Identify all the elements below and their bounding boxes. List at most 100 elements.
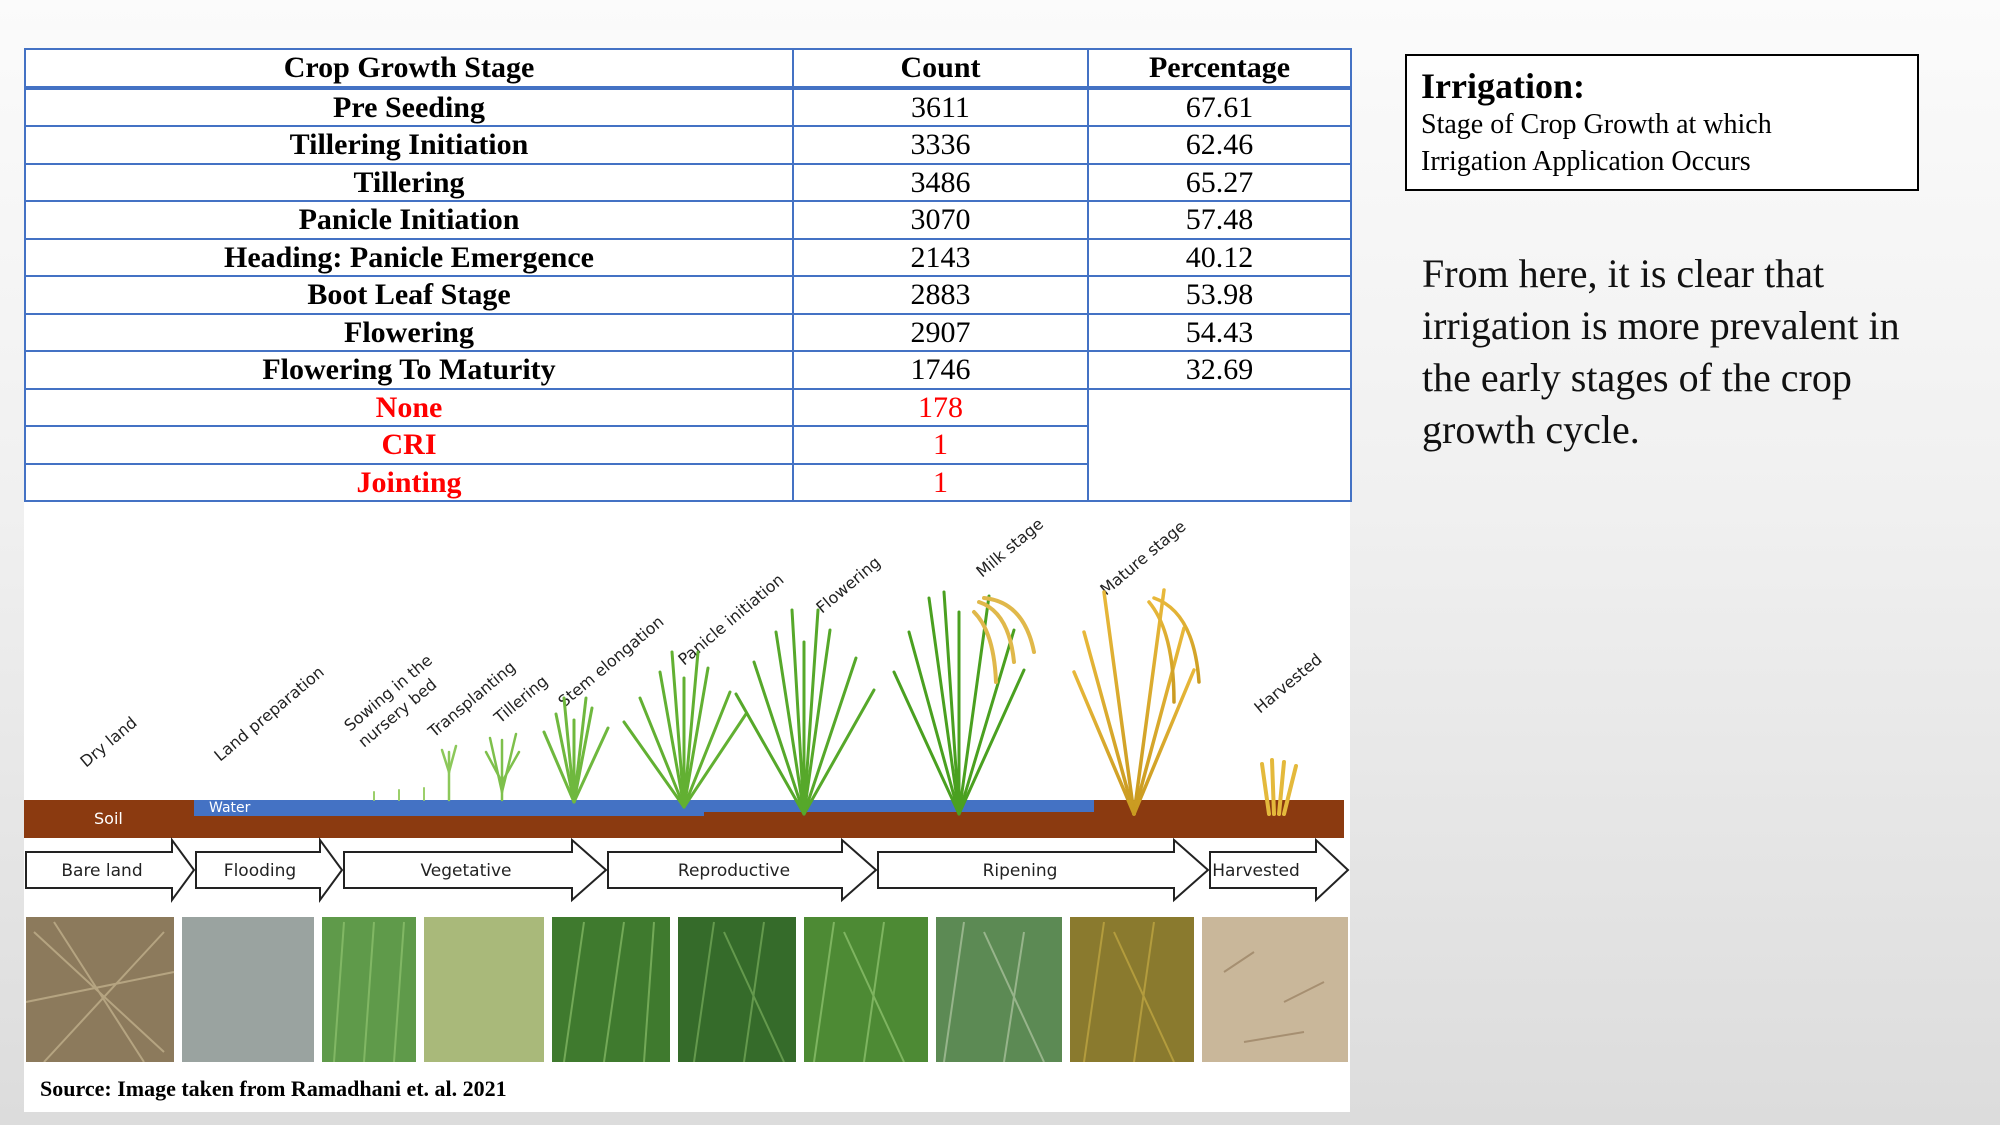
transplanted-seedling-photo [424,917,544,1062]
tillering-photo [552,917,670,1062]
phase-arrow-ripening [877,837,1210,903]
cell-stage: CRI [24,425,794,465]
cell-empty-percentage [1087,387,1352,502]
table-row: Heading: Panicle Emergence 2143 40.12 [24,237,1352,277]
cell-stage: Jointing [24,462,794,502]
phase-label-flooding: Flooding [224,861,296,881]
stage-label-mature-stage: Mature stage [1096,517,1189,599]
phase-label-vegetative: Vegetative [420,861,511,881]
cell-count: 3611 [792,86,1089,127]
phase-arrows [25,836,1350,904]
irrigation-subtitle: Stage of Crop Growth at which Irrigation… [1421,106,1903,180]
photo-strip [25,917,1348,1062]
table-row: Flowering 2907 54.43 [24,312,1352,352]
cell-stage: None [24,387,794,427]
flowering-photo [936,917,1062,1062]
phase-label-harvested: Harvested [1212,861,1299,881]
cell-stage: Panicle Initiation [24,200,794,240]
table-row-extra: None 178 [24,387,1352,502]
stem-elongation-photo [678,917,796,1062]
table-row: Pre Seeding 3611 67.61 [24,86,1352,127]
cell-percentage: 53.98 [1087,275,1352,315]
cell-count: 1746 [792,350,1089,390]
stage-label-flowering: Flowering [812,553,884,617]
rice-growth-figure: Dry land Land preparation Sowing in the … [24,502,1350,1112]
irrigation-subtitle-line-1: Stage of Crop Growth at which [1421,109,1772,140]
table-row-extra: CRI 1 [24,425,1351,465]
table-row: Tillering Initiation 3336 62.46 [24,125,1352,165]
cell-count: 3336 [792,125,1089,165]
stage-label-harvested: Harvested [1250,650,1325,717]
stage-label-dry-land: Dry land [76,713,140,771]
growth-diagram: Dry land Land preparation Sowing in the … [24,514,1350,1062]
cell-count: 178 [792,387,1089,427]
cell-stage: Flowering To Maturity [24,350,794,390]
cell-percentage: 32.69 [1087,350,1352,390]
plant-drawings [373,588,1298,816]
phase-label-ripening: Ripening [983,861,1058,881]
transplant-plant [440,744,458,802]
table-row: Flowering To Maturity 1746 32.69 [24,350,1352,390]
cell-stage: Pre Seeding [24,86,794,127]
cell-percentage: 57.48 [1087,200,1352,240]
milk-stage-plant [892,590,1026,816]
panicle-initiation-photo [804,917,928,1062]
table-header-row: Crop Growth Stage Count Percentage [24,48,1352,90]
seedling-small [373,787,425,801]
crop-growth-table: Crop Growth Stage Count Percentage Pre S… [24,48,1352,502]
mature-photo [1070,917,1194,1062]
water-label: Water [209,800,251,816]
cell-count: 1 [792,425,1089,465]
phase-label-bare-land: Bare land [61,861,142,881]
tillering-plant [484,732,521,802]
source-caption: Source: Image taken from Ramadhani et. a… [40,1076,507,1101]
phase-arrow-harvested [1209,837,1350,903]
cell-stage: Boot Leaf Stage [24,275,794,315]
cell-stage: Heading: Panicle Emergence [24,237,794,277]
flooded-field-photo [182,917,314,1062]
cell-count: 2883 [792,275,1089,315]
phase-arrow-bare-land [25,836,196,904]
soil-label: Soil [94,809,123,828]
irrigation-box: Irrigation: Stage of Crop Growth at whic… [1405,54,1919,191]
table-row: Tillering 3486 65.27 [24,162,1352,202]
stage-labels: Dry land Land preparation Sowing in the … [76,514,1325,771]
harvested-stubble-photo [1202,917,1348,1062]
cell-percentage: 40.12 [1087,237,1352,277]
stage-label-milk-stage: Milk stage [972,514,1047,581]
phase-label-reproductive: Reproductive [678,861,790,881]
irrigation-title: Irrigation: [1421,66,1585,106]
cell-percentage: 62.46 [1087,125,1352,165]
cell-stage: Tillering Initiation [24,125,794,165]
soil-step [704,812,1344,838]
cell-count: 3486 [792,162,1089,202]
header-percentage: Percentage [1087,48,1352,90]
flowering-plant [734,608,876,816]
table-row-extra: Jointing 1 [24,462,1351,502]
cell-stage: Flowering [24,312,794,352]
conclusion-text: From here, it is clear that irrigation i… [1422,251,1900,452]
phase-arrow-flooding [195,836,344,904]
cell-count: 2907 [792,312,1089,352]
cell-count: 1 [792,462,1089,502]
irrigation-subtitle-line-2: Irrigation Application Occurs [1421,146,1751,177]
table-body: Pre Seeding 3611 67.61 Tillering Initiation… [24,86,1352,502]
cell-stage: Tillering [24,162,794,202]
milk-stage-grains [972,596,1036,684]
header-count: Count [792,48,1089,90]
phase-labels: Bare land Flooding Vegetative Reproducti… [61,861,1299,881]
cell-count: 3070 [792,200,1089,240]
phase-arrow-reproductive [607,837,878,903]
cell-percentage: 65.27 [1087,162,1352,202]
harvested-stubble [1260,758,1298,816]
table-row: Boot Leaf Stage 2883 53.98 [24,275,1352,315]
panicle-initiation-plant [622,650,748,809]
phase-arrow-vegetative [343,837,608,903]
header-stage: Crop Growth Stage [24,48,794,90]
stage-label-land-preparation: Land preparation [210,662,327,765]
stage-label-panicle-initiation: Panicle initiation [674,570,787,669]
cell-percentage: 54.43 [1087,312,1352,352]
stem-elongation-plant [542,696,610,804]
cell-percentage: 67.61 [1087,86,1352,127]
mature-stage-plant [1072,588,1201,816]
